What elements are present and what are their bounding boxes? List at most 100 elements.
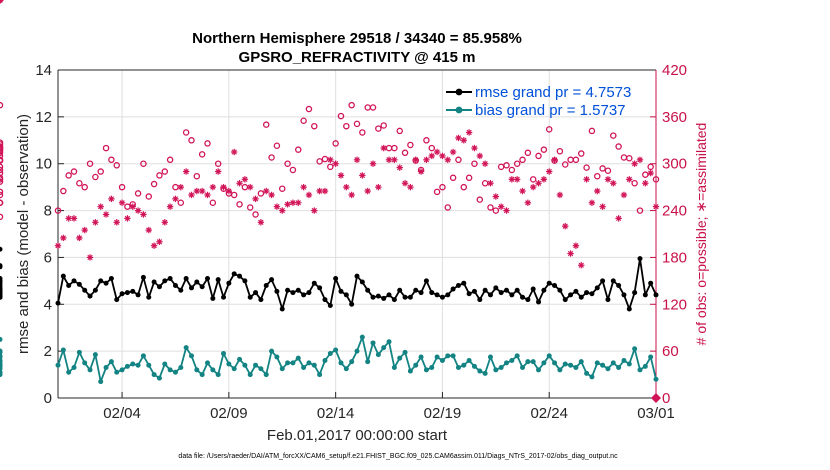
point-rmse grand pr = 4.7573 xyxy=(199,284,205,290)
point-bias grand pr = 1.5737 xyxy=(594,360,600,366)
point-rmse grand pr = 4.7573 xyxy=(333,276,339,282)
point-possible xyxy=(0,163,4,171)
point-possible xyxy=(257,190,265,197)
x-tick-label: 02/14 xyxy=(317,405,355,422)
point-bias grand pr = 1.5737 xyxy=(253,362,259,368)
point-bias grand pr = 1.5737 xyxy=(178,365,184,371)
asterisk-stroke xyxy=(354,157,360,163)
point-possible xyxy=(102,144,110,152)
point-bias grand pr = 1.5737 xyxy=(557,367,563,373)
point-bias grand pr = 1.5737 xyxy=(386,339,392,345)
y2-tick-label: 0 xyxy=(662,390,670,407)
point-possible xyxy=(487,204,494,211)
point-rmse grand pr = 4.7573 xyxy=(162,278,168,284)
asterisk-stroke xyxy=(130,204,136,210)
asterisk-stroke xyxy=(322,188,328,194)
point-possible xyxy=(610,132,617,139)
y-tick-label: 14 xyxy=(35,62,52,79)
asterisk-stroke xyxy=(183,168,189,175)
point-possible xyxy=(380,122,387,129)
asterisk-stroke xyxy=(252,196,259,202)
point-rmse grand pr = 4.7573 xyxy=(66,283,72,289)
point-possible xyxy=(599,165,606,172)
point-rmse grand pr = 4.7573 xyxy=(87,293,93,299)
asterisk-stroke xyxy=(220,184,227,190)
point-possible xyxy=(407,141,414,149)
point-assimilated xyxy=(332,160,339,167)
point-rmse grand pr = 4.7573 xyxy=(402,294,408,300)
point-bias grand pr = 1.5737 xyxy=(487,354,493,360)
point-bias grand pr = 1.5737 xyxy=(92,352,98,358)
point-assimilated xyxy=(70,215,78,222)
point-possible xyxy=(631,179,638,187)
point-bias grand pr = 1.5737 xyxy=(530,359,536,365)
asterisk-stroke xyxy=(82,227,88,233)
point-possible xyxy=(513,160,521,167)
footnote-data-file: data file: /Users/raeder/DAI/ATM_forcXX/… xyxy=(178,453,618,460)
point-bias grand pr = 1.5737 xyxy=(130,361,136,367)
point-possible xyxy=(0,199,4,207)
point-possible xyxy=(561,161,569,168)
point-assimilated xyxy=(263,187,270,195)
point-bias grand pr = 1.5737 xyxy=(578,359,584,365)
point-rmse grand pr = 4.7573 xyxy=(172,283,178,289)
point-bias grand pr = 1.5737 xyxy=(653,376,659,382)
y2-tick-label: 240 xyxy=(662,203,687,220)
asterisk-stroke xyxy=(215,168,221,175)
point-possible xyxy=(236,201,243,208)
point-possible xyxy=(86,160,94,167)
point-rmse grand pr = 4.7573 xyxy=(205,276,210,282)
point-rmse grand pr = 4.7573 xyxy=(375,293,381,299)
x-tick-label: 02/09 xyxy=(210,405,248,422)
asterisk-stroke xyxy=(247,184,253,190)
asterisk-stroke xyxy=(242,176,248,182)
point-possible xyxy=(161,168,169,175)
point-rmse grand pr = 4.7573 xyxy=(108,276,114,282)
point-bias grand pr = 1.5737 xyxy=(466,358,472,364)
point-rmse grand pr = 4.7573 xyxy=(92,287,98,293)
point-bias grand pr = 1.5737 xyxy=(0,336,3,342)
point-bias grand pr = 1.5737 xyxy=(167,367,173,373)
point-possible xyxy=(246,204,254,211)
point-rmse grand pr = 4.7573 xyxy=(0,263,3,269)
point-possible xyxy=(594,172,601,180)
point-assimilated xyxy=(316,187,323,195)
point-bias grand pr = 1.5737 xyxy=(108,359,114,365)
asterisk-stroke xyxy=(290,200,296,206)
point-possible xyxy=(519,156,526,164)
asterisk-stroke xyxy=(653,204,659,210)
asterisk-stroke xyxy=(375,184,382,190)
point-assimilated xyxy=(348,191,355,199)
point-possible xyxy=(182,129,190,136)
point-possible xyxy=(369,104,377,111)
asterisk-stroke xyxy=(477,153,483,159)
point-rmse grand pr = 4.7573 xyxy=(546,280,552,286)
point-assimilated xyxy=(113,219,120,226)
point-possible xyxy=(262,121,270,128)
legend-label-rmse: rmse grand pr = 4.7573 xyxy=(475,84,631,101)
asterisk-stroke xyxy=(311,207,317,214)
point-rmse grand pr = 4.7573 xyxy=(237,273,243,279)
point-bias grand pr = 1.5737 xyxy=(269,348,275,354)
point-bias grand pr = 1.5737 xyxy=(546,353,552,359)
y2-tick-label: 60 xyxy=(662,343,679,360)
asterisk-stroke xyxy=(413,157,419,163)
point-assimilated xyxy=(439,152,446,160)
asterisk-stroke xyxy=(450,149,456,155)
point-bias grand pr = 1.5737 xyxy=(162,361,168,367)
asterisk-stroke xyxy=(338,172,344,179)
point-rmse grand pr = 4.7573 xyxy=(455,283,461,289)
asterisk-stroke xyxy=(626,176,632,182)
point-rmse grand pr = 4.7573 xyxy=(359,279,365,285)
asterisk-stroke xyxy=(583,176,590,182)
asterisk-stroke xyxy=(236,180,243,186)
point-rmse grand pr = 4.7573 xyxy=(279,306,285,312)
point-bias grand pr = 1.5737 xyxy=(482,370,488,376)
point-bias grand pr = 1.5737 xyxy=(103,365,109,371)
point-bias grand pr = 1.5737 xyxy=(140,353,146,359)
asterisk-stroke xyxy=(637,157,643,163)
point-assimilated xyxy=(583,176,590,183)
point-assimilated xyxy=(503,207,510,214)
asterisk-stroke xyxy=(204,192,211,198)
asterisk-stroke xyxy=(162,219,168,225)
